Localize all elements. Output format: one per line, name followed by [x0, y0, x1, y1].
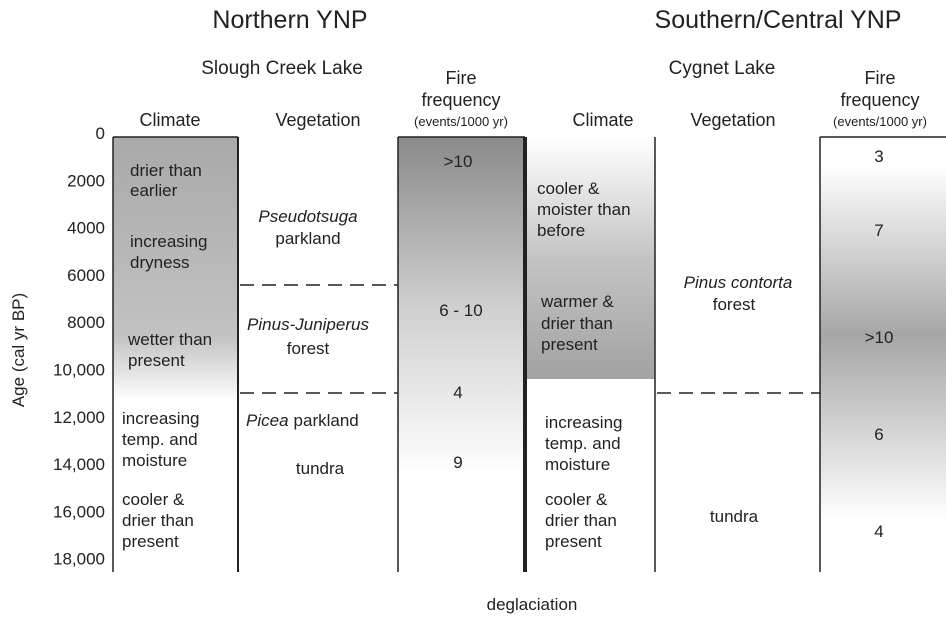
column-header: Vegetation [275, 110, 360, 130]
cell-text: present [128, 351, 185, 370]
cell-text: >10 [865, 328, 894, 347]
cell-text: drier than [122, 511, 194, 530]
axis-tick-label: 16,000 [53, 502, 105, 521]
south-fire: 3 7 >10 6 4 [865, 147, 894, 541]
cell-text: before [537, 221, 585, 240]
cell-text: increasing [130, 232, 208, 251]
region-title: Northern YNP [212, 6, 367, 34]
column-header: Fire [865, 68, 896, 88]
column-header: Vegetation [690, 110, 775, 130]
cell-text: present [545, 532, 602, 551]
cell-text: increasing [545, 413, 623, 432]
fire-shade [398, 137, 525, 475]
column-lines [112, 136, 946, 572]
column-header: Climate [572, 110, 633, 130]
cell-text: tundra [710, 507, 759, 526]
cell-text: wetter than [127, 330, 212, 349]
axis-tick-label: 10,000 [53, 361, 105, 380]
column-header: (events/1000 yr) [833, 114, 927, 129]
cell-text: 9 [453, 453, 462, 472]
north-vegetation: Pseudotsuga parkland Pinus-Juniperus for… [246, 207, 369, 478]
climate-shade [525, 137, 655, 379]
cell-text: cooler & [537, 179, 600, 198]
site-title: Cygnet Lake [669, 58, 776, 79]
cell-text: drier than [130, 161, 202, 180]
axis-tick-label: 8000 [67, 313, 105, 332]
cell-text: temp. and [122, 430, 198, 449]
column-header: frequency [840, 90, 919, 110]
cell-text: temp. and [545, 434, 621, 453]
fire-shade [820, 165, 946, 520]
cell-text: parkland [275, 229, 340, 248]
region-title: Southern/Central YNP [655, 6, 902, 34]
cell-text: Pinus-Juniperus [247, 315, 369, 334]
cell-text: present [122, 532, 179, 551]
cell-text: Pinus contorta [684, 273, 793, 292]
cell-text: warmer & [540, 292, 614, 311]
axis-tick-label: 0 [96, 124, 105, 143]
site-title: Slough Creek Lake [201, 58, 363, 79]
column-header: frequency [421, 90, 500, 110]
south-vegetation: Pinus contorta forest tundra [684, 273, 793, 526]
axis-ticks: 0 2000 4000 6000 8000 10,000 12,000 14,000 16,00… [53, 124, 105, 569]
axis-tick-label: 2000 [67, 171, 105, 190]
boundary-lines [240, 284, 820, 394]
cell-text: drier than [545, 511, 617, 530]
footer-label: deglaciation [487, 595, 578, 614]
cell-text: 4 [453, 383, 462, 402]
axis-label: Age (cal yr BP) [9, 293, 28, 407]
axis-tick-label: 12,000 [53, 408, 105, 427]
cell-text: >10 [444, 152, 473, 171]
column-header: Climate [139, 110, 200, 130]
axis-tick-label: 14,000 [53, 455, 105, 474]
cell-text: cooler & [545, 490, 608, 509]
cell-text: drier than [541, 314, 613, 333]
fire-header: Fire frequency (events/1000 yr) Fire fre… [414, 68, 927, 129]
cell-text: forest [713, 295, 756, 314]
cell-text: present [541, 335, 598, 354]
axis-tick-label: 4000 [67, 219, 105, 238]
cell-text: increasing [122, 409, 200, 428]
cell-text: Picea [246, 411, 289, 430]
column-header: Fire [446, 68, 477, 88]
north-climate: drier than earlier increasing dryness we… [122, 161, 212, 551]
cell-text: Pseudotsuga [258, 207, 357, 226]
cell-text: cooler & [122, 490, 185, 509]
climate-shade [113, 137, 238, 402]
south-climate: cooler & moister than before warmer & dr… [537, 179, 631, 551]
cell-text: parkland [294, 411, 359, 430]
cell-text: moister than [537, 200, 631, 219]
cell-text: 6 - 10 [439, 301, 482, 320]
axis-tick-label: 18,000 [53, 550, 105, 569]
cell-text: tundra [296, 459, 345, 478]
cell-text: 6 [874, 425, 883, 444]
cell-text: moisture [122, 451, 187, 470]
cell-text: Picea parkland [246, 411, 359, 430]
cell-text: moisture [545, 455, 610, 474]
cell-text: 3 [874, 147, 883, 166]
north-fire: >10 6 - 10 4 9 [439, 152, 482, 472]
cell-text: 7 [874, 221, 883, 240]
cell-text: earlier [130, 181, 178, 200]
cell-text: 4 [874, 522, 883, 541]
cell-text: forest [287, 339, 330, 358]
column-header: (events/1000 yr) [414, 114, 508, 129]
axis-tick-label: 6000 [67, 266, 105, 285]
cell-text: dryness [130, 253, 190, 272]
